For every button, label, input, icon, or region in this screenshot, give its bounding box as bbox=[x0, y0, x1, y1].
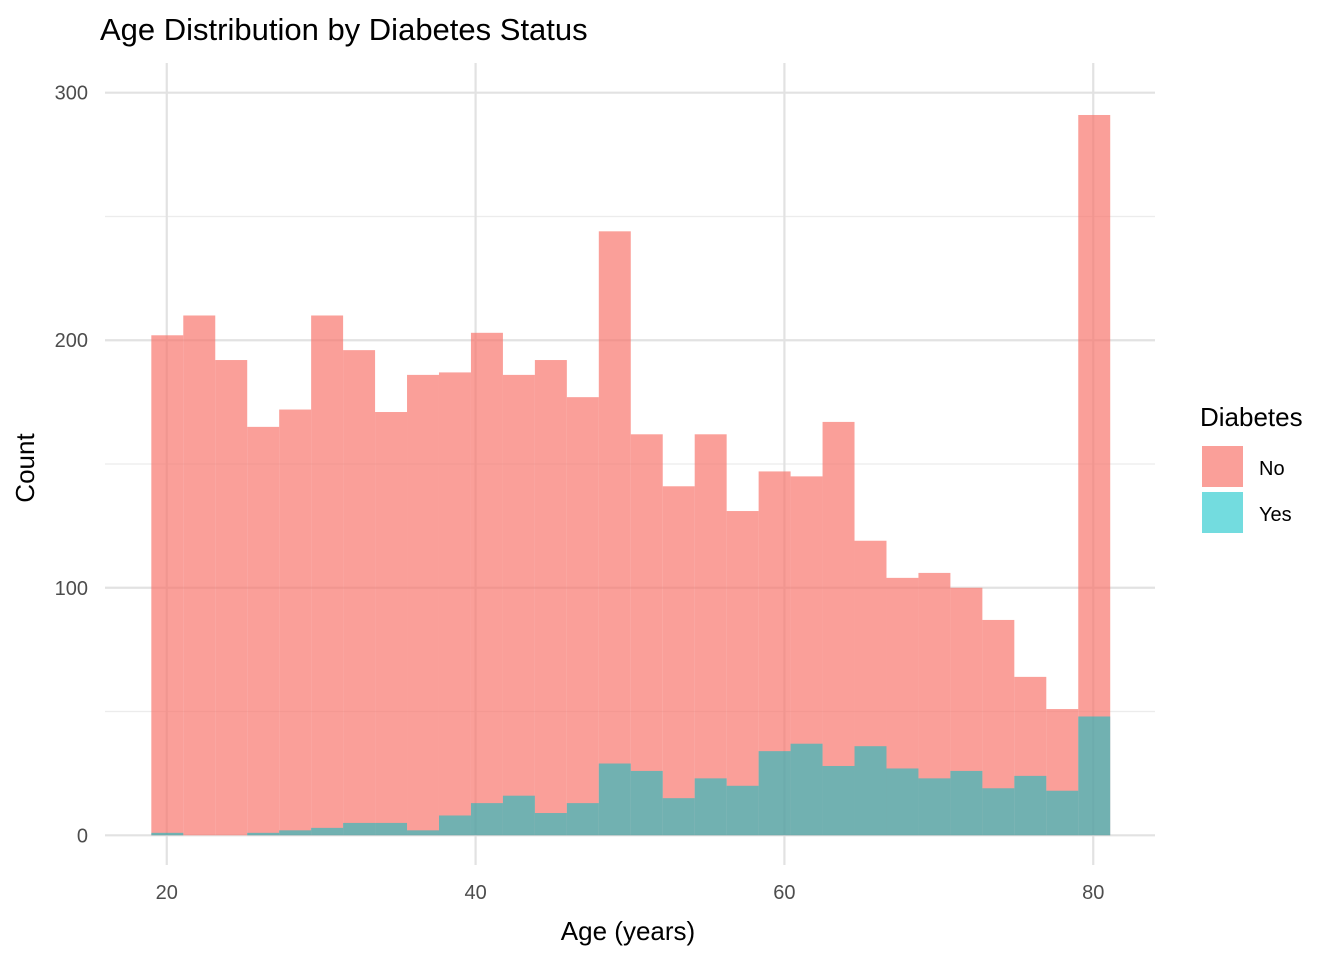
bar-no-13 bbox=[566, 397, 599, 836]
bar-no-5 bbox=[311, 315, 344, 836]
bar-yes-22 bbox=[854, 746, 887, 836]
bars-yes-series bbox=[151, 716, 1111, 836]
y-axis-title: Count bbox=[10, 433, 40, 503]
bar-yes-5 bbox=[311, 827, 344, 836]
bar-no-10 bbox=[470, 332, 503, 836]
bar-yes-12 bbox=[534, 813, 567, 836]
bar-no-8 bbox=[407, 374, 439, 836]
bar-yes-24 bbox=[918, 778, 951, 836]
bar-no-1 bbox=[183, 315, 216, 836]
bar-yes-18 bbox=[726, 785, 759, 836]
x-tick-label: 80 bbox=[1082, 882, 1104, 904]
bar-yes-28 bbox=[1046, 790, 1079, 836]
bar-no-12 bbox=[534, 360, 567, 836]
bar-no-0 bbox=[151, 335, 184, 836]
x-tick-label: 40 bbox=[464, 882, 486, 904]
bar-no-29 bbox=[1078, 114, 1111, 836]
bar-no-3 bbox=[247, 426, 280, 836]
bar-yes-4 bbox=[279, 830, 312, 836]
legend-swatch-yes bbox=[1202, 492, 1243, 533]
x-tick-label: 60 bbox=[773, 882, 795, 904]
bar-yes-11 bbox=[502, 795, 535, 836]
bar-yes-14 bbox=[598, 763, 631, 836]
legend-swatch-no bbox=[1202, 446, 1243, 487]
bar-yes-26 bbox=[982, 788, 1015, 836]
bar-yes-27 bbox=[1014, 775, 1047, 836]
bar-no-2 bbox=[215, 360, 248, 836]
x-axis-ticks: 20 40 60 80 bbox=[156, 882, 1105, 904]
bar-yes-10 bbox=[470, 803, 503, 836]
bar-yes-16 bbox=[662, 798, 695, 836]
bar-yes-8 bbox=[407, 830, 439, 836]
y-tick-label: 100 bbox=[55, 578, 88, 600]
bar-yes-29 bbox=[1078, 716, 1111, 836]
bar-no-4 bbox=[279, 409, 312, 836]
bar-no-7 bbox=[375, 412, 408, 836]
bar-no-18 bbox=[726, 511, 759, 836]
bar-yes-17 bbox=[694, 778, 727, 836]
bar-no-6 bbox=[343, 350, 376, 836]
bar-no-16 bbox=[662, 486, 695, 836]
legend-label-no: No bbox=[1259, 458, 1285, 480]
bar-yes-19 bbox=[758, 751, 791, 836]
y-tick-label: 0 bbox=[77, 825, 88, 847]
y-tick-label: 200 bbox=[55, 330, 88, 352]
bar-yes-7 bbox=[375, 822, 408, 836]
bar-yes-21 bbox=[822, 765, 855, 836]
bar-no-9 bbox=[438, 372, 471, 836]
chart-title: Age Distribution by Diabetes Status bbox=[100, 12, 588, 47]
legend-title: Diabetes bbox=[1200, 402, 1303, 432]
bar-yes-13 bbox=[566, 803, 599, 836]
bar-no-15 bbox=[630, 434, 663, 836]
bar-yes-3 bbox=[247, 832, 280, 836]
bar-no-14 bbox=[598, 231, 631, 836]
x-axis-title: Age (years) bbox=[561, 916, 695, 946]
bars-no-series bbox=[151, 114, 1111, 836]
legend-label-yes: Yes bbox=[1259, 504, 1292, 526]
y-tick-label: 300 bbox=[55, 83, 88, 105]
bar-yes-25 bbox=[950, 770, 983, 836]
bar-no-11 bbox=[502, 374, 535, 836]
bar-yes-15 bbox=[630, 770, 663, 836]
bar-yes-20 bbox=[790, 743, 823, 836]
bar-yes-23 bbox=[886, 768, 919, 836]
bar-yes-6 bbox=[343, 822, 376, 836]
bar-yes-9 bbox=[438, 815, 471, 836]
bar-yes-0 bbox=[151, 832, 184, 836]
bar-no-17 bbox=[694, 434, 727, 836]
x-tick-label: 20 bbox=[156, 882, 178, 904]
y-axis-ticks: 0 100 200 300 bbox=[55, 83, 88, 848]
legend: Diabetes No Yes bbox=[1200, 402, 1303, 533]
